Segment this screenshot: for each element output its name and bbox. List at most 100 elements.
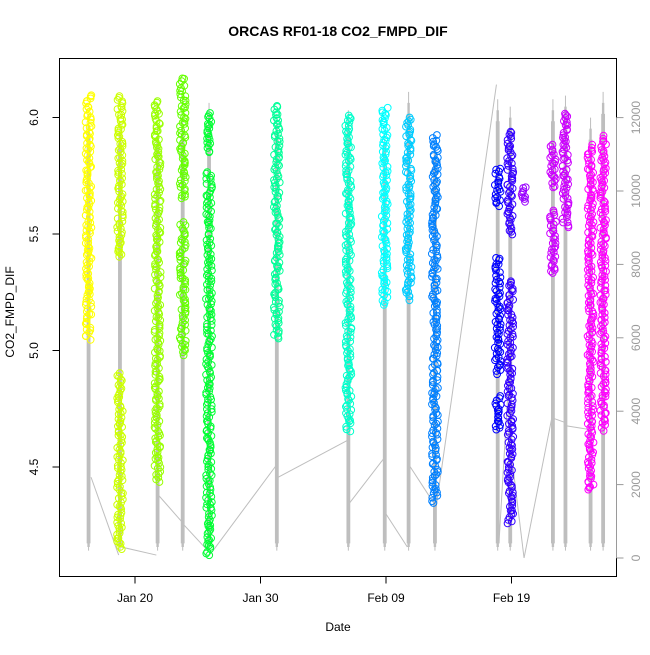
data-point <box>588 328 597 337</box>
data-point <box>205 216 214 225</box>
data-point <box>156 463 165 472</box>
data-point <box>203 313 212 322</box>
data-point <box>342 386 350 395</box>
data-point <box>153 172 161 181</box>
data-point <box>563 156 572 165</box>
data-point <box>152 299 160 308</box>
data-point <box>275 307 283 316</box>
data-point <box>433 488 441 497</box>
data-point <box>83 169 92 178</box>
data-point <box>588 140 597 149</box>
data-point <box>151 382 160 391</box>
x-tick-label: Feb 19 <box>493 591 531 605</box>
altitude-transit <box>511 455 525 559</box>
flight-series-RF06 <box>270 102 284 343</box>
data-point <box>154 270 162 279</box>
data-point <box>496 164 505 173</box>
altitude-transit <box>183 524 209 552</box>
data-point <box>584 408 592 417</box>
data-point <box>180 177 189 186</box>
data-point <box>508 364 517 373</box>
data-point <box>492 165 501 174</box>
data-point <box>274 116 283 125</box>
flight-series-RF11 <box>490 164 505 434</box>
y2-tick-label: 6000 <box>629 324 643 351</box>
data-point <box>383 244 391 253</box>
data-point <box>491 279 500 288</box>
data-point <box>431 180 439 189</box>
altitude-transit <box>385 513 408 548</box>
data-point <box>598 310 607 319</box>
flight-series-RF10 <box>428 131 442 507</box>
data-point <box>114 494 123 503</box>
flight-series-RF05 <box>202 109 216 560</box>
y2-tick-label: 2000 <box>629 471 643 498</box>
data-point <box>86 219 95 227</box>
data-point <box>506 316 515 324</box>
data-point <box>433 131 441 139</box>
data-point <box>342 232 351 241</box>
data-point <box>117 545 126 553</box>
data-point <box>429 213 437 222</box>
data-point <box>116 409 125 418</box>
data-point <box>429 417 438 426</box>
data-point <box>153 344 162 353</box>
data-point <box>85 244 94 253</box>
data-point <box>270 290 279 299</box>
data-point <box>272 326 281 335</box>
data-point <box>601 281 610 290</box>
data-point <box>176 269 185 277</box>
data-point <box>563 213 571 222</box>
data-point <box>596 174 605 182</box>
data-point <box>153 297 162 306</box>
altitude-transit <box>566 425 590 431</box>
data-point <box>599 327 608 336</box>
data-point <box>178 118 187 127</box>
data-point <box>180 113 188 122</box>
data-point <box>406 146 415 155</box>
data-point <box>564 198 573 207</box>
data-point <box>179 314 187 323</box>
data-point <box>503 411 512 420</box>
data-point <box>271 143 280 152</box>
data-point <box>507 440 515 449</box>
data-point <box>494 307 502 316</box>
data-point <box>153 255 162 264</box>
data-point <box>270 303 278 312</box>
data-point <box>550 244 559 253</box>
data-point <box>379 227 388 235</box>
data-point <box>342 425 351 434</box>
data-point <box>175 252 184 261</box>
data-point <box>601 290 610 299</box>
data-point <box>86 163 95 172</box>
y2-tick-label: 10000 <box>629 174 643 208</box>
data-point <box>548 151 556 160</box>
x-axis-label: Date <box>325 620 351 634</box>
data-point <box>492 254 501 262</box>
data-point <box>584 403 593 412</box>
data-point <box>599 134 608 143</box>
data-point <box>342 332 351 340</box>
data-point <box>344 122 353 130</box>
data-point <box>206 521 215 530</box>
data-point <box>503 430 512 439</box>
data-point <box>177 111 186 120</box>
data-point <box>429 426 438 435</box>
data-point <box>82 325 91 334</box>
data-point <box>598 298 607 307</box>
data-point <box>493 299 502 308</box>
data-point <box>496 366 505 375</box>
data-point <box>203 322 211 331</box>
data-point <box>270 314 279 323</box>
data-point <box>151 200 160 209</box>
data-point <box>270 330 278 339</box>
data-point <box>380 208 389 217</box>
data-point <box>406 250 415 259</box>
data-point <box>597 328 606 337</box>
altitude-transit <box>409 465 435 504</box>
data-point <box>504 327 513 335</box>
data-point <box>118 228 126 237</box>
flight-series-RF09 <box>401 113 416 305</box>
data-point <box>428 272 436 281</box>
data-point <box>503 180 512 189</box>
